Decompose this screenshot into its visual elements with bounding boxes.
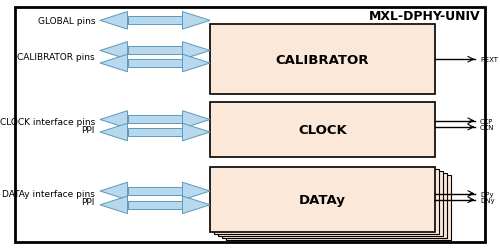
Bar xyxy=(218,172,443,236)
Text: CKP: CKP xyxy=(480,118,494,124)
Text: CLOCK: CLOCK xyxy=(298,124,347,136)
Text: CALIBRATOR: CALIBRATOR xyxy=(276,54,369,66)
Text: DPy: DPy xyxy=(480,191,494,197)
Text: CALIBRATOR pins: CALIBRATOR pins xyxy=(18,53,95,62)
Text: GLOBAL pins: GLOBAL pins xyxy=(38,17,95,26)
Text: CKN: CKN xyxy=(480,124,494,130)
Bar xyxy=(210,25,435,95)
Polygon shape xyxy=(182,196,210,214)
Bar xyxy=(128,17,182,25)
Polygon shape xyxy=(100,124,128,141)
Polygon shape xyxy=(100,182,128,200)
Polygon shape xyxy=(182,111,210,129)
Bar xyxy=(210,168,435,232)
Text: PPI: PPI xyxy=(82,126,95,134)
Bar xyxy=(226,176,451,240)
Polygon shape xyxy=(182,12,210,30)
Text: PPI: PPI xyxy=(82,197,95,206)
Bar xyxy=(210,102,435,158)
Polygon shape xyxy=(100,196,128,214)
Bar xyxy=(128,60,182,68)
Text: REXT: REXT xyxy=(480,57,498,63)
Text: DNy: DNy xyxy=(480,197,494,203)
Polygon shape xyxy=(182,55,210,72)
Bar xyxy=(128,116,182,124)
Bar xyxy=(128,47,182,55)
Text: MXL-DPHY-UNIV: MXL-DPHY-UNIV xyxy=(368,10,480,23)
Polygon shape xyxy=(100,42,128,60)
Bar xyxy=(128,187,182,195)
Bar xyxy=(222,174,447,238)
Polygon shape xyxy=(182,42,210,60)
Bar xyxy=(128,128,182,136)
Polygon shape xyxy=(182,182,210,200)
Polygon shape xyxy=(100,55,128,72)
Text: DATAy: DATAy xyxy=(299,194,346,206)
Bar xyxy=(214,170,439,234)
Polygon shape xyxy=(182,124,210,141)
Bar xyxy=(128,201,182,209)
Text: CLOCK interface pins: CLOCK interface pins xyxy=(0,118,95,127)
Polygon shape xyxy=(100,12,128,30)
Text: DATAy interface pins: DATAy interface pins xyxy=(2,189,95,198)
Polygon shape xyxy=(100,111,128,129)
